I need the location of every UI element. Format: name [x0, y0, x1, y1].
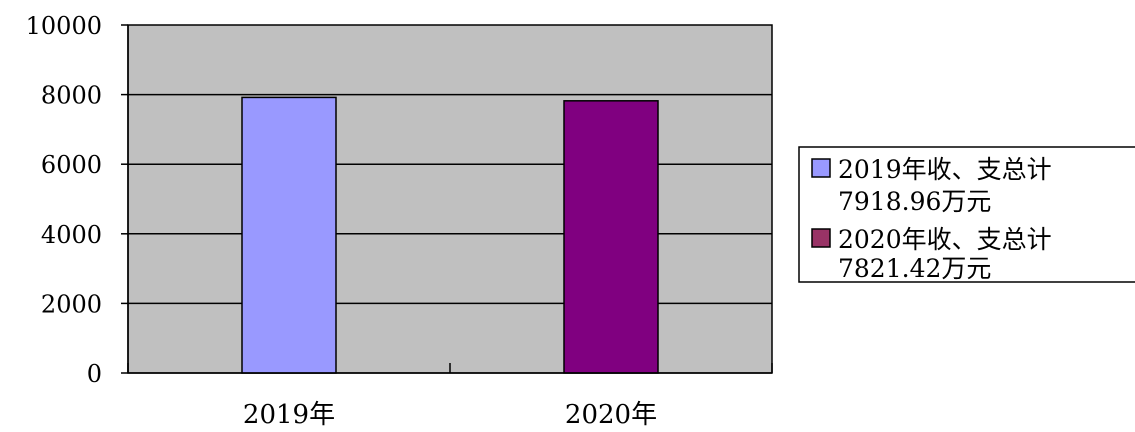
bars — [241, 96, 659, 374]
legend-box — [798, 146, 1135, 283]
y-tick-label-6000: 6000 — [41, 151, 102, 179]
y-tick-label-4000: 4000 — [41, 221, 102, 249]
bar-2019年 — [241, 96, 337, 374]
y-tick-label-2000: 2000 — [41, 290, 102, 318]
y-tick-label-8000: 8000 — [41, 82, 102, 110]
bar-2020年 — [563, 100, 659, 374]
legend-entry-2019-line2: 7918.96万元 — [838, 187, 991, 216]
legend: 2019年收、支总计 7918.96万元 2020年收、支总计 7821.42万… — [798, 146, 1135, 283]
plot-area — [127, 24, 773, 374]
y-tick-label-0: 0 — [87, 360, 102, 388]
x-axis — [127, 25, 773, 374]
y-tick-label-10000: 10000 — [26, 12, 102, 40]
legend-swatch-2020 — [811, 228, 831, 248]
legend-entry-2020-line2: 7821.42万元 — [838, 254, 991, 283]
x-axis-labels: 2019年 2020年 — [243, 400, 657, 430]
x-tick-label-2019年: 2019年 — [243, 400, 335, 430]
legend-entry-2019-line1: 2019年收、支总计 — [838, 155, 1052, 184]
legend-entry-2020-line1: 2020年收、支总计 — [838, 225, 1052, 254]
y-axis-ticks: 0 2000 4000 6000 8000 10000 — [26, 12, 128, 388]
legend-swatch-2019 — [811, 158, 831, 178]
gridlines — [128, 93, 772, 305]
x-tick-label-2020年: 2020年 — [565, 400, 657, 430]
